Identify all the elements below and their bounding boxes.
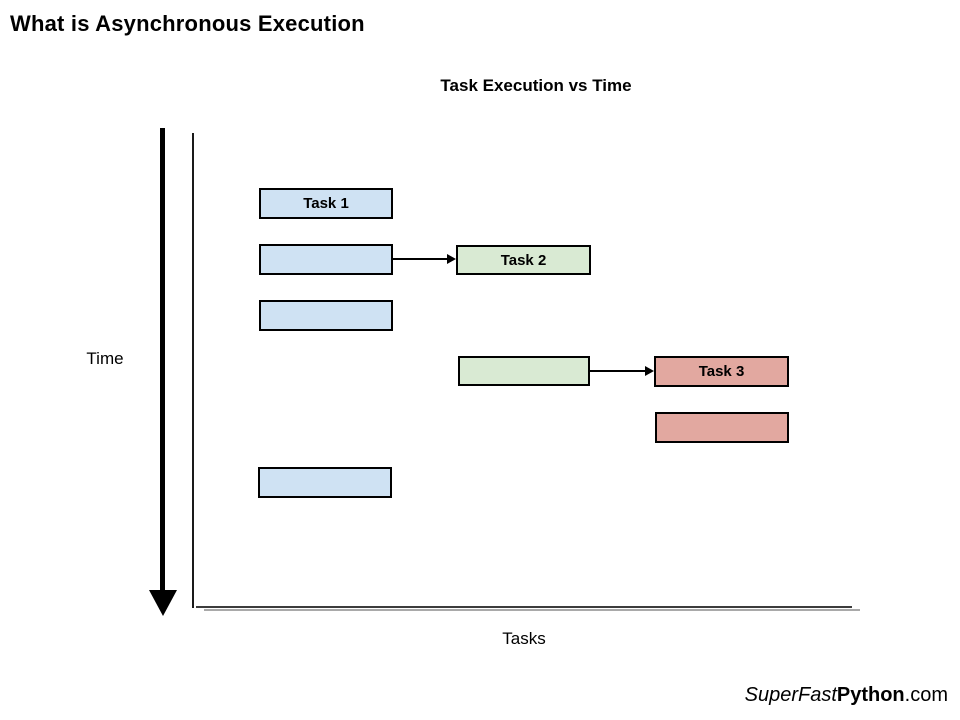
connector-arrowhead-icon	[447, 254, 456, 264]
connector-arrowhead-icon	[645, 366, 654, 376]
task-box	[259, 244, 393, 275]
brand-watermark: SuperFastPython.com	[745, 684, 948, 707]
task-box-task-2: Task 2	[456, 245, 591, 275]
time-axis-arrow-line	[160, 128, 165, 592]
task-box-task-1: Task 1	[259, 188, 393, 219]
task-box-task-3: Task 3	[654, 356, 789, 387]
task-box	[259, 300, 393, 331]
y-axis-label: Time	[86, 349, 124, 368]
task-box	[258, 467, 392, 498]
x-axis-line	[196, 606, 852, 608]
brand-superfast: SuperFast	[744, 684, 837, 706]
x-axis-label: Tasks	[502, 629, 546, 648]
diagram-title: Task Execution vs Time	[440, 76, 632, 95]
page-title: What is Asynchronous Execution	[10, 11, 365, 36]
connector-arrow-line	[590, 370, 646, 372]
x-axis-line-shadow	[204, 609, 860, 611]
y-axis-line	[192, 133, 194, 608]
task-box	[458, 356, 590, 386]
brand-python: Python	[836, 684, 905, 706]
brand-com: .com	[904, 684, 948, 706]
task-box	[655, 412, 789, 443]
connector-arrow-line	[393, 258, 448, 260]
time-axis-arrowhead-icon	[149, 590, 177, 616]
